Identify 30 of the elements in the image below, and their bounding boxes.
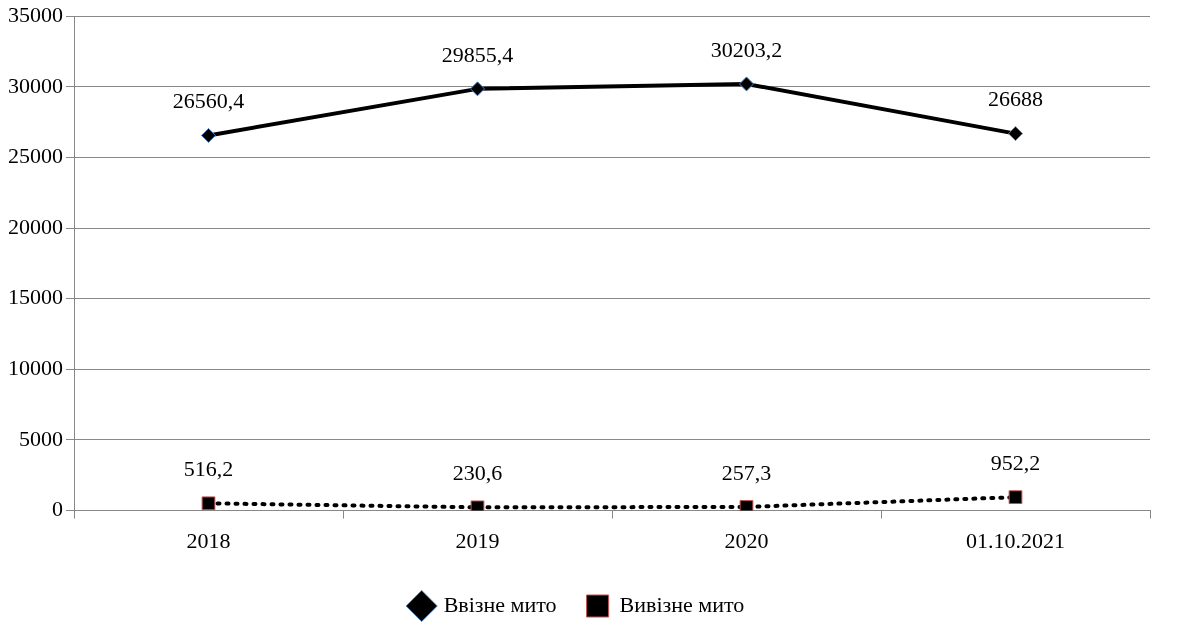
data-label: 952,2 [990, 449, 1041, 475]
y-tick-label: 35000 [8, 1, 63, 27]
y-tick-label: 20000 [8, 213, 63, 239]
point [1008, 490, 1023, 505]
data-label: 26560,4 [172, 88, 245, 114]
legend-label: Ввізне мито [443, 591, 557, 617]
y-tick-label: 5000 [19, 425, 63, 451]
point [201, 496, 216, 511]
data-label: 30203,2 [710, 36, 783, 62]
y-tick-label: 0 [52, 496, 63, 522]
data-label: 26688 [988, 86, 1043, 112]
y-tick-label: 25000 [8, 143, 63, 169]
y-tick-label: 10000 [8, 355, 63, 381]
x-tick-label: 2018 [186, 527, 231, 553]
point [470, 500, 485, 511]
data-label: 230,6 [452, 460, 503, 486]
data-label: 257,3 [721, 459, 772, 485]
point [1008, 126, 1023, 142]
y-tick-label: 15000 [8, 284, 63, 310]
point [739, 76, 754, 92]
legend-label: Вивізне мито [619, 591, 745, 617]
point [470, 81, 485, 97]
x-tick-label: 2019 [455, 527, 500, 553]
point [201, 127, 216, 143]
x-tick-label: 2020 [724, 527, 769, 553]
x-tick-label: 01.10.2021 [966, 527, 1065, 553]
point [739, 500, 754, 511]
data-label: 516,2 [183, 456, 234, 482]
y-tick-label: 30000 [8, 72, 63, 98]
data-label: 29855,4 [441, 41, 514, 67]
